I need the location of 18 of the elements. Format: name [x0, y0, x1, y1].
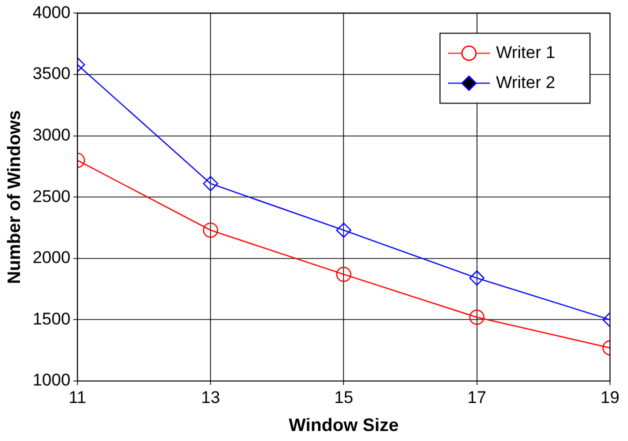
y-tick-label: 3000: [32, 125, 70, 144]
x-tick-label: 15: [334, 388, 354, 407]
point: [336, 266, 352, 282]
x-tick-label: 13: [201, 388, 220, 407]
y-tick-label: 4000: [32, 2, 70, 22]
y-tick-label: 2500: [32, 186, 70, 206]
y-tick-label: 2000: [32, 248, 70, 268]
x-axis-title: Window Size: [288, 415, 399, 436]
x-tick-label: 11: [68, 388, 86, 407]
y-tick-label: 1000: [32, 370, 70, 390]
y-tick-label: 3500: [32, 64, 70, 84]
x-tick-label: 19: [600, 388, 620, 407]
x-tick-label: 17: [467, 388, 486, 407]
legend-label: Writer 1: [496, 42, 556, 62]
y-axis-title: Number of Windows: [4, 110, 24, 284]
y-tick-label: 1500: [32, 309, 70, 328]
legend-label: Writer 2: [496, 72, 556, 92]
point: [336, 222, 352, 238]
